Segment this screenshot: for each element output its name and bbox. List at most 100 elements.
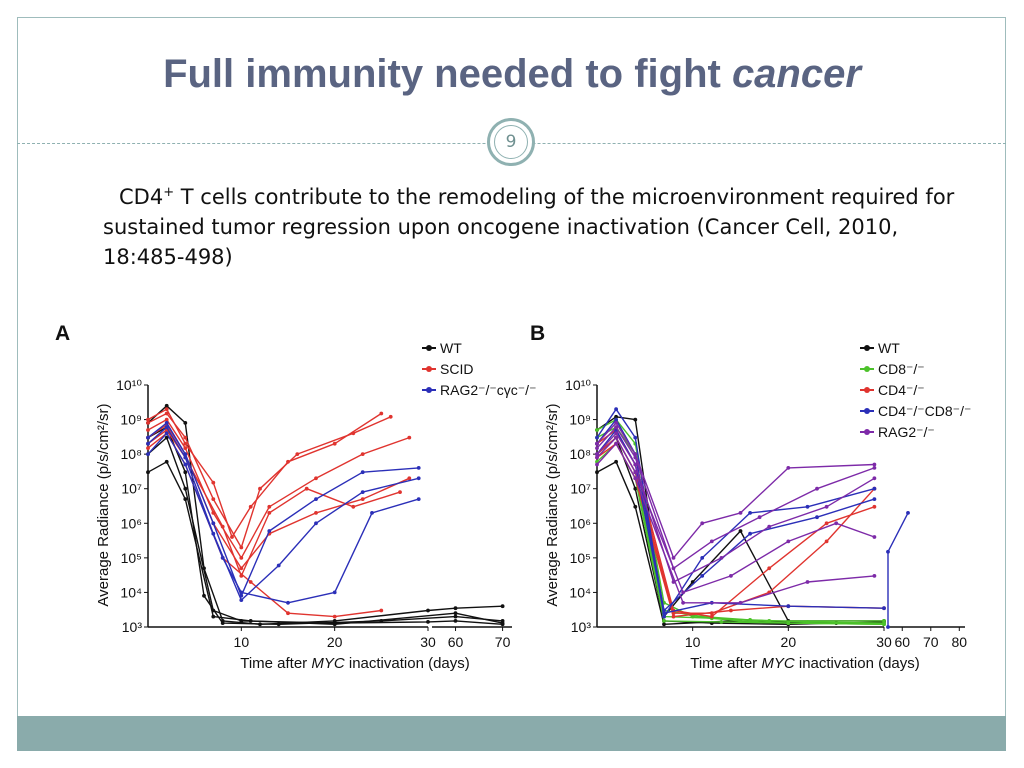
- data-point: [164, 407, 169, 412]
- data-point: [332, 614, 337, 619]
- data-point: [872, 574, 877, 578]
- data-point: [633, 476, 638, 481]
- body-paragraph: CD4+ T cells contribute to the remodelin…: [103, 182, 963, 272]
- data-point: [220, 524, 225, 529]
- data-point: [834, 521, 839, 526]
- data-point: [805, 580, 810, 584]
- data-point: [719, 620, 724, 624]
- series-4: [595, 421, 877, 605]
- data-point: [595, 446, 599, 450]
- data-point: [681, 590, 685, 595]
- legend-label: RAG2⁻/⁻: [878, 424, 935, 440]
- data-point: [220, 556, 225, 560]
- data-point: [304, 486, 309, 491]
- data-point: [614, 407, 618, 412]
- data-point: [146, 417, 150, 422]
- data-point: [398, 490, 402, 494]
- data-point: [662, 611, 666, 616]
- data-point: [614, 431, 618, 436]
- y-axis-label: Average Radiance (p/s/cm²/sr): [95, 403, 112, 606]
- data-point: [164, 417, 169, 422]
- y-tick-label: 10⁹: [569, 412, 591, 428]
- data-point: [360, 497, 365, 501]
- data-point: [314, 476, 318, 481]
- data-point: [633, 462, 638, 467]
- data-point: [662, 619, 666, 623]
- page-number-badge: 9: [487, 118, 535, 166]
- data-point: [815, 515, 819, 520]
- data-point: [146, 470, 150, 475]
- body-sup: +: [163, 185, 175, 200]
- data-point: [183, 455, 188, 460]
- data-point: [164, 431, 169, 436]
- data-point: [786, 466, 791, 470]
- data-point: [426, 620, 430, 624]
- data-point: [276, 622, 281, 627]
- legend-marker: [864, 408, 870, 414]
- data-point: [662, 614, 666, 619]
- legend-label: WT: [440, 340, 462, 356]
- body-part1: CD4: [119, 185, 164, 209]
- data-point: [351, 431, 356, 436]
- data-point: [824, 504, 829, 509]
- x-axis-label: Time after MYC inactivation (days): [240, 655, 470, 672]
- data-point: [332, 441, 337, 446]
- data-point: [767, 566, 772, 571]
- data-point: [729, 608, 733, 613]
- data-point: [183, 446, 188, 450]
- data-point: [248, 619, 253, 623]
- y-tick-label: 10⁶: [570, 515, 591, 531]
- data-point: [824, 539, 829, 544]
- data-point: [407, 435, 412, 440]
- data-point: [671, 614, 676, 619]
- y-tick-label: 10⁴: [120, 584, 142, 600]
- data-point: [360, 490, 365, 494]
- y-tick-label: 10⁷: [121, 481, 142, 497]
- series-line: [596, 436, 875, 594]
- data-point: [146, 435, 150, 440]
- data-point: [595, 441, 599, 446]
- page-number: 9: [494, 125, 528, 159]
- data-point: [183, 435, 188, 440]
- data-point: [872, 504, 877, 509]
- data-point: [183, 486, 188, 491]
- data-point: [872, 535, 877, 539]
- series-line: [147, 432, 419, 604]
- data-point: [872, 497, 877, 501]
- legend-marker: [864, 387, 870, 393]
- data-point: [662, 622, 666, 627]
- series-line: [147, 405, 503, 625]
- y-tick-label: 10⁴: [569, 584, 591, 600]
- data-point: [388, 414, 393, 419]
- data-point: [202, 593, 206, 598]
- data-point: [709, 539, 714, 544]
- x-tick-label: 80: [952, 634, 968, 650]
- data-point: [786, 539, 791, 544]
- data-point: [211, 521, 216, 526]
- x-tick-label: 30: [876, 634, 892, 650]
- data-point: [416, 497, 421, 501]
- data-point: [671, 556, 676, 560]
- data-point: [614, 414, 618, 419]
- series-line: [596, 422, 875, 559]
- data-point: [500, 621, 505, 625]
- series-line: [596, 408, 875, 618]
- data-point: [146, 441, 150, 446]
- y-tick-label: 10⁸: [121, 446, 143, 462]
- legend-label: CD8⁻/⁻: [878, 361, 925, 377]
- data-point: [453, 611, 458, 616]
- data-point: [767, 524, 772, 529]
- data-point: [146, 421, 150, 425]
- data-point: [248, 580, 253, 584]
- legend-label: RAG2⁻/⁻cγc⁻/⁻: [440, 382, 536, 398]
- data-point: [183, 462, 188, 467]
- data-point: [267, 511, 272, 515]
- data-point: [183, 470, 188, 475]
- data-point: [183, 441, 188, 446]
- data-point: [886, 625, 890, 629]
- data-point: [614, 417, 618, 422]
- y-tick-label: 10¹⁰: [565, 377, 591, 393]
- legend-marker: [864, 429, 870, 435]
- data-point: [211, 480, 216, 485]
